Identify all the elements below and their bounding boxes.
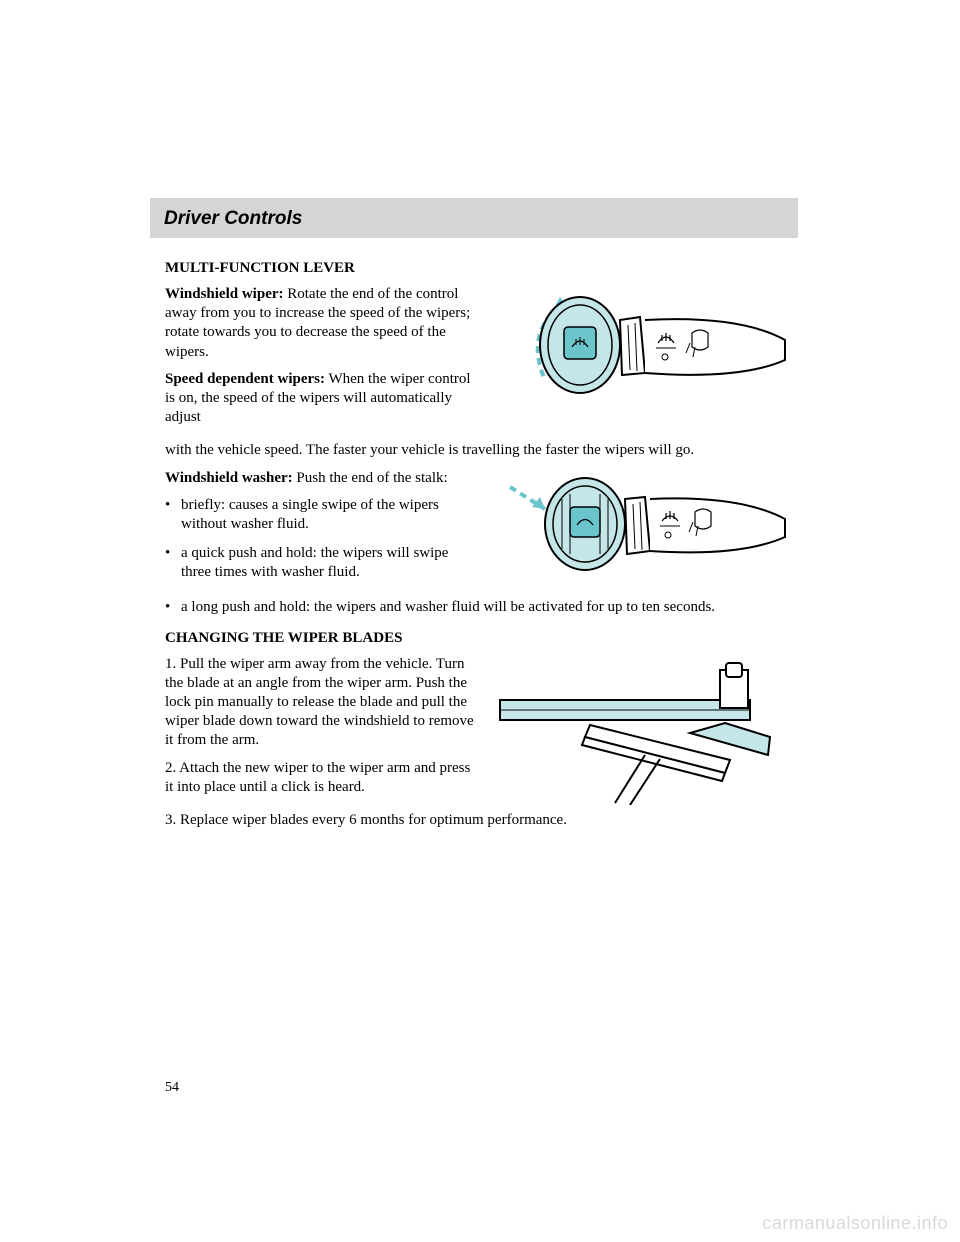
- step-1: 1. Pull the wiper arm away from the vehi…: [165, 655, 478, 751]
- illustration-push: [490, 469, 790, 593]
- chapter-title: Driver Controls: [164, 208, 784, 230]
- label-windshield-wiper: Windshield wiper:: [165, 286, 284, 302]
- para-speed-wipers-b: with the vehicle speed. The faster your …: [165, 441, 790, 460]
- step-2: 2. Attach the new wiper to the wiper arm…: [165, 759, 478, 797]
- para-washer: Windshield washer: Push the end of the s…: [165, 469, 478, 488]
- wiper-blade-icon: [490, 655, 790, 805]
- wiper-text-col: Windshield wiper: Rotate the end of the …: [165, 285, 478, 435]
- label-washer: Windshield washer:: [165, 470, 293, 486]
- bullet-2: a quick push and hold: the wipers will s…: [165, 544, 478, 582]
- blade-text-col: 1. Pull the wiper arm away from the vehi…: [165, 655, 478, 805]
- header-banner: Driver Controls: [150, 198, 798, 238]
- illustration-blade: [490, 655, 790, 805]
- bullet-1: briefly: causes a single swipe of the wi…: [165, 496, 478, 534]
- lever-rotate-icon: [490, 285, 790, 415]
- label-speed-wipers: Speed dependent wipers:: [165, 371, 325, 387]
- row-washer: Windshield washer: Push the end of the s…: [165, 469, 790, 593]
- section2-heading: CHANGING THE WIPER BLADES: [165, 630, 790, 647]
- watermark: carmanualsonline.info: [762, 1213, 948, 1234]
- row-blade: 1. Pull the wiper arm away from the vehi…: [165, 655, 790, 805]
- washer-bullets: briefly: causes a single swipe of the wi…: [165, 496, 478, 583]
- para-speed-wipers-a: Speed dependent wipers: When the wiper c…: [165, 370, 478, 428]
- page-number: 54: [165, 1080, 179, 1096]
- washer-text-col: Windshield washer: Push the end of the s…: [165, 469, 478, 593]
- row-wiper: Windshield wiper: Rotate the end of the …: [165, 285, 790, 435]
- washer-bullets-cont: a long push and hold: the wipers and was…: [165, 598, 790, 617]
- lever-push-icon: [490, 469, 790, 579]
- section1-heading: MULTI-FUNCTION LEVER: [165, 260, 790, 277]
- bullet-3: a long push and hold: the wipers and was…: [165, 598, 790, 617]
- para-windshield-wiper: Windshield wiper: Rotate the end of the …: [165, 285, 478, 362]
- text-washer: Push the end of the stalk:: [293, 470, 448, 486]
- step-3: 3. Replace wiper blades every 6 months f…: [165, 811, 790, 830]
- illustration-rotate: [490, 285, 790, 435]
- page-content: Driver Controls MULTI-FUNCTION LEVER Win…: [0, 0, 960, 830]
